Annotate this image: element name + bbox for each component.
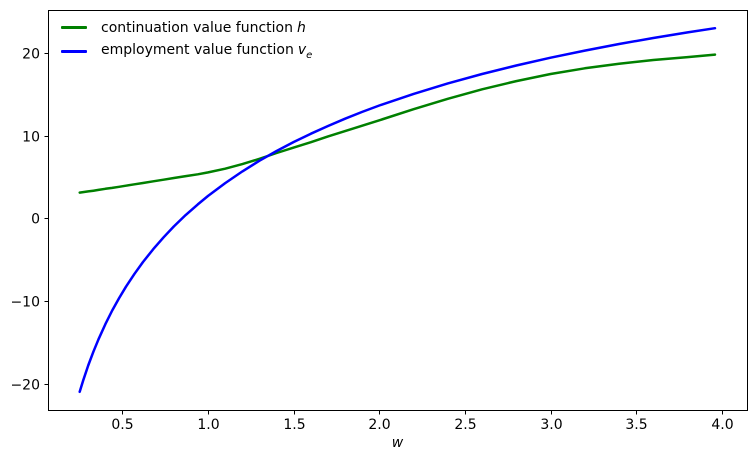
legend-label-continuation-value: continuation value function h <box>101 19 306 36</box>
x-tick-label: 4.0 <box>711 417 733 433</box>
y-tick-label: −10 <box>10 295 40 311</box>
legend-label-employment-value: employment value function ve <box>101 42 313 61</box>
x-tick-label: 1.0 <box>197 417 219 433</box>
axes-frame <box>48 10 748 411</box>
x-tick-label: 2.5 <box>454 417 476 433</box>
blue-line-swatch <box>61 50 87 53</box>
math-symbol-v-subscript: e <box>306 49 313 61</box>
legend: continuation value function h employment … <box>61 19 313 61</box>
continuation-value-line <box>78 53 717 194</box>
math-symbol-v: v <box>297 42 307 59</box>
x-tick-label: 0.5 <box>111 417 133 433</box>
x-tick-label: 3.0 <box>540 417 562 433</box>
legend-item-continuation-value: continuation value function h <box>61 19 312 36</box>
legend-item-employment-value: employment value function ve <box>61 42 313 61</box>
x-axis-label: w <box>391 435 404 451</box>
math-symbol-h: h <box>297 19 306 36</box>
y-tick-label: 20 <box>22 47 40 63</box>
y-tick-label: −20 <box>10 378 40 394</box>
x-tick-label: 3.5 <box>625 417 647 433</box>
green-line-swatch <box>61 26 87 29</box>
employment-value-line <box>78 26 717 394</box>
y-tick-label: 10 <box>22 130 40 146</box>
y-tick-label: 0 <box>31 212 40 228</box>
x-tick-label: 2.0 <box>368 417 390 433</box>
x-tick-label: 1.5 <box>283 417 305 433</box>
